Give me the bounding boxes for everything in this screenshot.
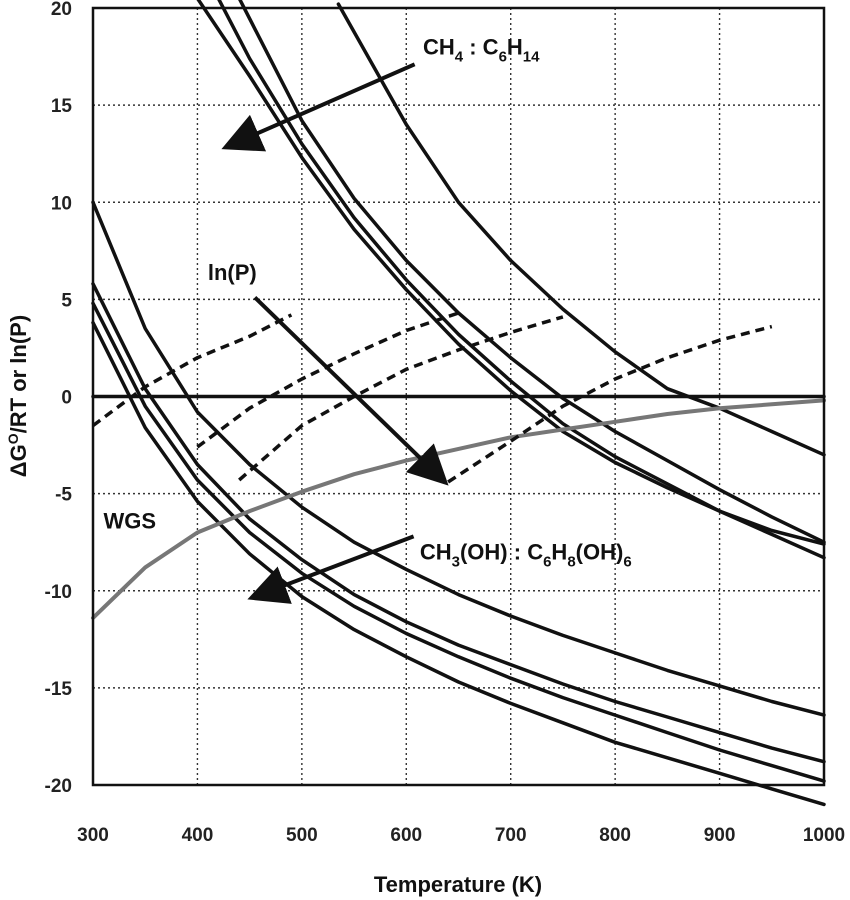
alkane-arrow [221,62,416,152]
alkane-label: CH4 : C6H14 [423,35,540,66]
x-tick-label-1: 400 [182,825,214,846]
lnp-arrow [253,295,449,486]
x-tick-label-3: 600 [390,825,422,846]
wgs-label: WGS [103,509,156,534]
series-line-lnP-10 [91,313,293,428]
y-tick-label-3: 5 [61,290,72,311]
series-line-alcohol-4 [91,200,826,717]
alcohol-arrow [247,534,415,604]
x-tick-label-5: 800 [599,825,631,846]
series-line-alkane-3 [336,2,826,457]
series-line-alcohol-7 [91,320,826,807]
annotation-labels: CH4 : C6H14 ln(P) WGS CH3(OH) : C6H8(OH)6 [103,35,631,571]
series-line-alcohol-5 [91,282,826,764]
x-tick-label-2: 500 [286,825,318,846]
y-tick-label-2: 10 [51,193,72,214]
series-line-alkane-1 [217,0,826,560]
y-tick-label-0: 20 [51,0,72,20]
x-tick-label-4: 700 [495,825,527,846]
y-tick-labels: 20 15 10 5 0 -5 -10 -15 -20 [45,0,73,797]
series-group [91,0,826,807]
y-axis-title: ΔGO/RT or ln(P) [5,315,31,477]
series-line-alkane-2 [238,0,826,544]
y-tick-label-6: -10 [45,582,72,603]
y-tick-label-8: -20 [45,776,72,797]
plot-frame [91,6,826,787]
y-tick-label-5: -5 [55,485,72,506]
y-tick-label-4: 0 [61,388,72,409]
y-tick-label-7: -15 [45,679,73,700]
x-tick-labels: 300 400 500 600 700 800 900 1000 [77,825,845,846]
series-line-lnP-12 [238,315,564,482]
x-tick-label-7: 1000 [803,825,845,846]
annotation-arrows [221,62,449,604]
series-line-wgs-9 [91,398,826,620]
lnp-label: ln(P) [208,260,257,285]
x-tick-label-6: 900 [704,825,736,846]
y-tick-label-1: 15 [51,96,73,117]
x-axis-title: Temperature (K) [374,872,542,897]
series-line-alcohol-6 [91,301,826,783]
x-tick-label-0: 300 [77,825,109,846]
alcohol-label: CH3(OH) : C6H8(OH)6 [420,540,632,571]
series-line-lnP-13 [447,324,773,484]
